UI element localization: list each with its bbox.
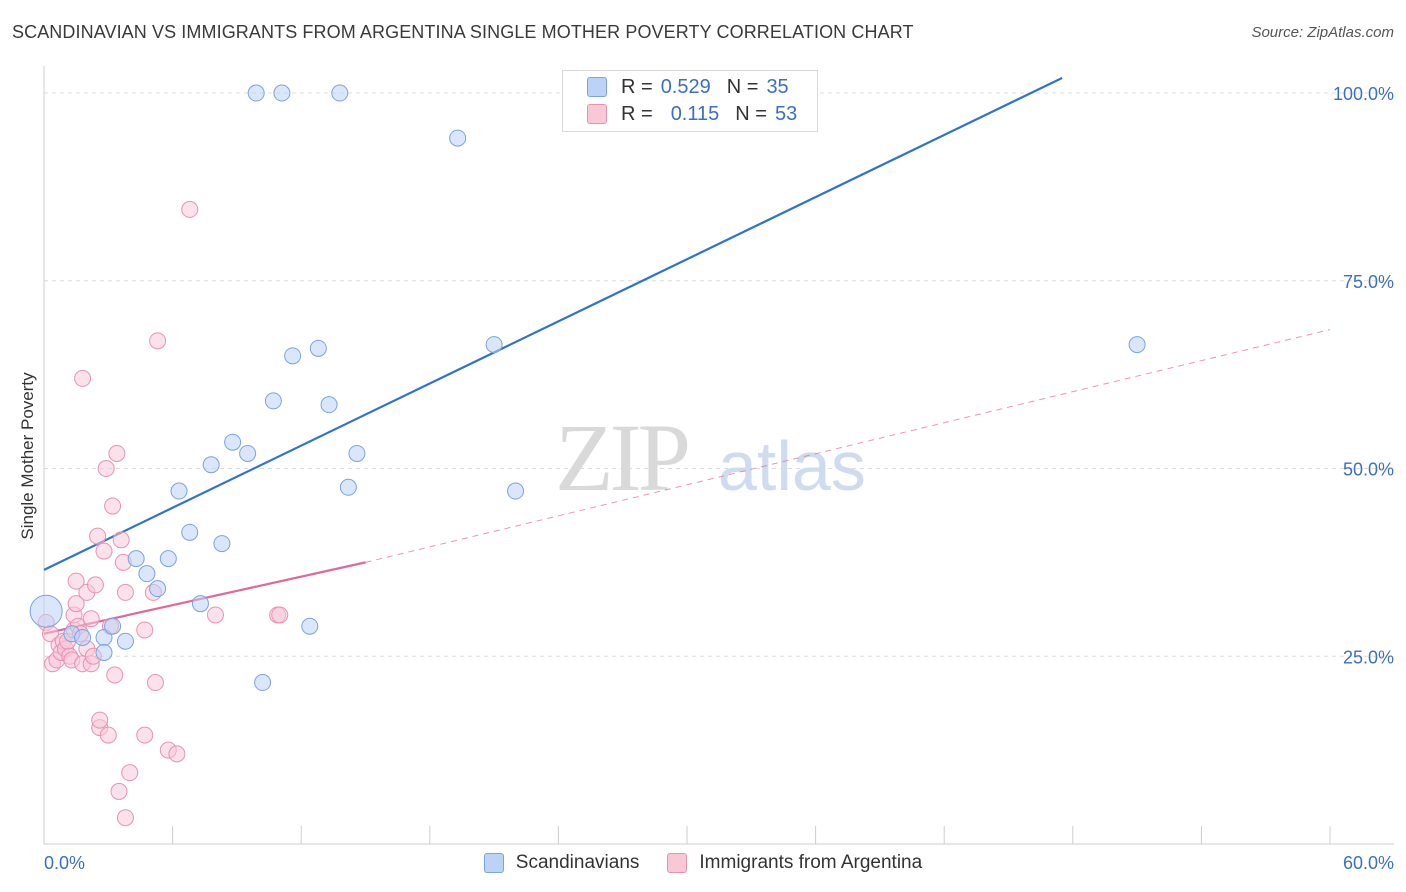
data-point-scandinavians	[181, 523, 199, 541]
trend-line-scandinavians	[43, 77, 1063, 571]
data-point-argentina	[110, 782, 128, 800]
legend-n-value: 35	[766, 75, 789, 98]
data-point-scandinavians	[1128, 336, 1146, 354]
legend-r-value: 0.529	[660, 75, 711, 98]
data-point-scandinavians	[159, 550, 177, 568]
data-point-scandinavians	[348, 444, 366, 462]
y-tick-label: 100.0%	[1333, 84, 1394, 104]
data-point-scandinavians	[95, 644, 113, 661]
data-point-argentina	[149, 332, 167, 350]
legend-n-label: N =	[735, 102, 767, 125]
data-point-argentina	[136, 726, 154, 744]
data-point-argentina	[146, 674, 164, 692]
legend-r-label: R =	[621, 102, 653, 125]
data-point-argentina	[104, 497, 122, 515]
data-point-scandinavians	[254, 674, 272, 692]
legend-swatch-argentina	[667, 853, 688, 873]
points-scandinavians	[29, 84, 1146, 692]
legend-swatch-pink	[587, 104, 607, 124]
data-point-scandinavians	[116, 632, 134, 650]
y-axis-label: Single Mother Poverty	[18, 372, 37, 540]
legend-row-argentina: R = 0.115 N = 53	[587, 102, 797, 126]
axes	[43, 66, 1394, 845]
legend-n-label: N =	[726, 75, 759, 98]
data-point-argentina	[99, 726, 117, 744]
data-point-argentina	[181, 200, 199, 218]
y-tick-label: 50.0%	[1343, 460, 1394, 480]
data-point-argentina	[95, 542, 113, 560]
data-point-scandinavians	[138, 565, 156, 583]
trend-lines	[43, 77, 1331, 635]
data-point-scandinavians	[170, 482, 188, 500]
data-point-argentina	[67, 572, 85, 590]
legend-label-scandinavians: Scandinavians	[515, 852, 640, 873]
watermark-zip: ZIP	[555, 404, 688, 511]
y-tick-label: 25.0%	[1343, 647, 1394, 667]
data-point-argentina	[116, 809, 134, 827]
data-point-argentina	[67, 595, 85, 613]
data-point-argentina	[168, 745, 186, 763]
data-point-scandinavians	[247, 84, 265, 102]
data-point-argentina	[86, 576, 104, 594]
data-point-scandinavians	[202, 456, 220, 474]
data-point-scandinavians	[264, 392, 282, 410]
watermark: ZIP atlas	[555, 404, 866, 511]
legend-r-value: 0.115	[670, 102, 720, 125]
x-tick-label: 0.0%	[44, 853, 85, 873]
legend-r-label: R =	[621, 75, 653, 98]
data-point-scandinavians	[320, 396, 338, 414]
series-legend: Scandinavians Immigrants from Argentina	[0, 852, 1406, 874]
x-tick-label: 60.0%	[1343, 853, 1394, 873]
gridlines	[44, 92, 1394, 657]
data-point-argentina	[112, 531, 130, 549]
data-point-scandinavians	[339, 478, 357, 496]
data-point-scandinavians	[213, 535, 231, 553]
data-point-argentina	[74, 369, 92, 387]
data-point-scandinavians	[191, 595, 209, 613]
data-point-argentina	[89, 527, 107, 545]
legend-swatch-scandinavians	[483, 853, 504, 873]
legend-swatch-blue	[587, 77, 607, 97]
data-point-argentina	[116, 583, 134, 601]
data-point-scandinavians	[309, 339, 327, 357]
data-point-argentina	[108, 444, 126, 462]
data-point-argentina	[121, 764, 139, 782]
data-point-scandinavians	[449, 129, 467, 147]
data-point-scandinavians	[29, 594, 63, 628]
correlation-legend: R = 0.529 N = 35 R = 0.115 N = 53	[562, 70, 818, 132]
data-point-scandinavians	[224, 433, 242, 451]
data-point-argentina	[106, 666, 124, 684]
data-point-scandinavians	[507, 482, 525, 500]
data-point-scandinavians	[331, 84, 349, 102]
data-point-scandinavians	[74, 628, 92, 646]
trend-line-argentina-extension	[365, 329, 1331, 563]
chart-title: SCANDINAVIAN VS IMMIGRANTS FROM ARGENTIN…	[12, 22, 914, 42]
data-point-scandinavians	[239, 444, 257, 462]
legend-label-argentina: Immigrants from Argentina	[699, 852, 923, 873]
data-point-scandinavians	[273, 84, 291, 102]
data-point-scandinavians	[301, 617, 319, 635]
data-point-argentina	[91, 711, 109, 729]
data-point-scandinavians	[485, 336, 503, 354]
source-label: Source: ZipAtlas.com	[1251, 24, 1394, 41]
legend-n-value: 53	[774, 102, 798, 125]
data-point-argentina	[97, 460, 115, 478]
tick-labels: 25.0% 50.0% 75.0% 100.0% 0.0% 60.0%	[44, 84, 1394, 873]
data-point-argentina	[271, 606, 289, 624]
data-point-scandinavians	[149, 580, 167, 598]
data-point-argentina	[206, 606, 224, 624]
data-point-scandinavians	[284, 347, 302, 365]
legend-row-scandinavians: R = 0.529 N = 35	[587, 75, 789, 99]
data-point-argentina	[82, 610, 100, 628]
legend-item-argentina[interactable]: Immigrants from Argentina	[667, 852, 922, 874]
data-point-scandinavians	[104, 617, 122, 635]
watermark-atlas: atlas	[718, 427, 866, 505]
y-tick-label: 75.0%	[1343, 272, 1394, 292]
legend-item-scandinavians[interactable]: Scandinavians	[483, 852, 640, 874]
data-point-argentina	[136, 621, 154, 639]
data-point-scandinavians	[127, 550, 145, 568]
